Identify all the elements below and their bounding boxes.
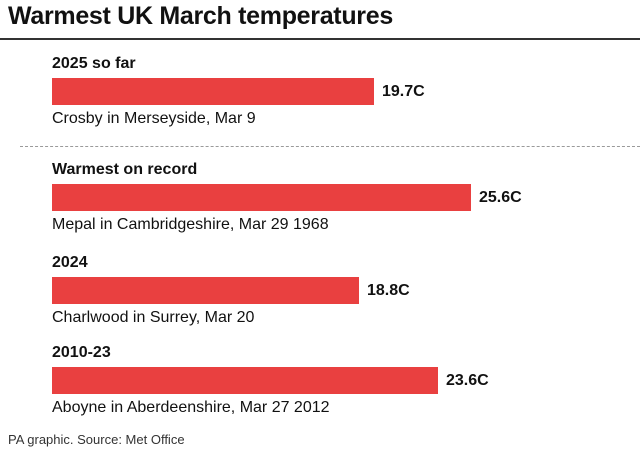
bar-location-annotation: Mepal in Cambridgeshire, Mar 29 1968 (52, 216, 329, 233)
bar-value-label: 23.6C (446, 372, 489, 389)
bar-value-label: 19.7C (382, 83, 425, 100)
bar-group-2010-23: 2010-23 23.6C Aboyne in Aberdeenshire, Mar… (52, 344, 612, 422)
bar-group-2024: 2024 18.8C Charlwood in Surrey, Mar 20 (52, 254, 612, 332)
bar-category-label: 2010-23 (52, 344, 111, 361)
source-credit: PA graphic. Source: Met Office (8, 432, 185, 447)
bar (52, 184, 471, 211)
bar (52, 277, 359, 304)
bar-value-label: 18.8C (367, 282, 410, 299)
bar-category-label: 2024 (52, 254, 88, 271)
bar-location-annotation: Aboyne in Aberdeenshire, Mar 27 2012 (52, 399, 330, 416)
bar (52, 78, 374, 105)
chart-title: Warmest UK March temperatures (8, 2, 393, 30)
bar-category-label: 2025 so far (52, 55, 136, 72)
bar-location-annotation: Charlwood in Surrey, Mar 20 (52, 309, 255, 326)
bar-group-2025-so-far: 2025 so far 19.7C Crosby in Merseyside, Ma… (52, 55, 612, 133)
bar-category-label: Warmest on record (52, 161, 198, 178)
bar-group-warmest-on-record: Warmest on record 25.6C Mepal in Cambridge… (52, 161, 612, 239)
bar-location-annotation: Crosby in Merseyside, Mar 9 (52, 110, 256, 127)
dashed-divider (20, 146, 640, 147)
title-rule (0, 38, 640, 40)
bar-value-label: 25.6C (479, 189, 522, 206)
bar (52, 367, 438, 394)
